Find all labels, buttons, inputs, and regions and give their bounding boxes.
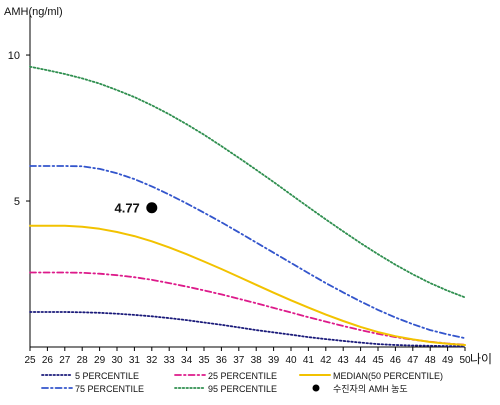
x-tick-label: 41: [303, 355, 315, 366]
y-tick-label: 10: [8, 50, 20, 62]
x-tick-label: 36: [216, 355, 228, 366]
legend-label: 95 PERCENTILE: [208, 384, 277, 394]
x-tick-label: 47: [407, 355, 419, 366]
x-tick-label: 44: [355, 355, 367, 366]
x-tick-label: 48: [425, 355, 437, 366]
x-tick-label: 49: [442, 355, 454, 366]
x-axis-label: 나이: [470, 352, 492, 366]
patient-amh-point: [146, 202, 158, 214]
series-line-4: [29, 65, 466, 299]
x-tick-label: 40: [285, 355, 297, 366]
x-tick-label: 29: [94, 355, 106, 366]
x-tick-label: 33: [164, 355, 176, 366]
x-tick-label: 28: [77, 355, 89, 366]
x-tick-label: 35: [198, 355, 210, 366]
x-tick-label: 42: [320, 355, 332, 366]
series-line-2: [29, 165, 466, 340]
x-tick-label: 26: [42, 355, 54, 366]
series-line-5: [29, 224, 466, 346]
patient-amh-point-label: 4.77: [114, 201, 139, 216]
x-tick-label: 30: [111, 355, 123, 366]
x-tick-label: 39: [268, 355, 280, 366]
x-tick-label: 25: [24, 355, 36, 366]
x-tick-label: 46: [390, 355, 402, 366]
x-tick-label: 50: [459, 355, 471, 366]
x-tick-label: 32: [146, 355, 158, 366]
x-tick-label: 38: [251, 355, 263, 366]
y-tick-label: 5: [14, 196, 20, 208]
x-tick-label: 43: [338, 355, 350, 366]
x-tick-label: 34: [181, 355, 193, 366]
x-tick-label: 37: [233, 355, 245, 366]
legend-label: 25 PERCENTILE: [208, 371, 277, 381]
y-axis-label: AMH(ng/ml): [4, 6, 63, 18]
legend-label: 5 PERCENTILE: [75, 371, 139, 381]
legend-label: 75 PERCENTILE: [75, 384, 144, 394]
legend-label: MEDIAN(50 PERCENTILE): [333, 371, 443, 381]
series-line-1: [29, 311, 466, 348]
x-tick-label: 45: [372, 355, 384, 366]
legend-label: 수진자의 AMH 농도: [333, 384, 408, 394]
x-tick-label: 27: [59, 355, 71, 366]
legend-marker-patient: [312, 384, 320, 392]
x-tick-label: 31: [129, 355, 141, 366]
series-line-3: [29, 271, 466, 346]
